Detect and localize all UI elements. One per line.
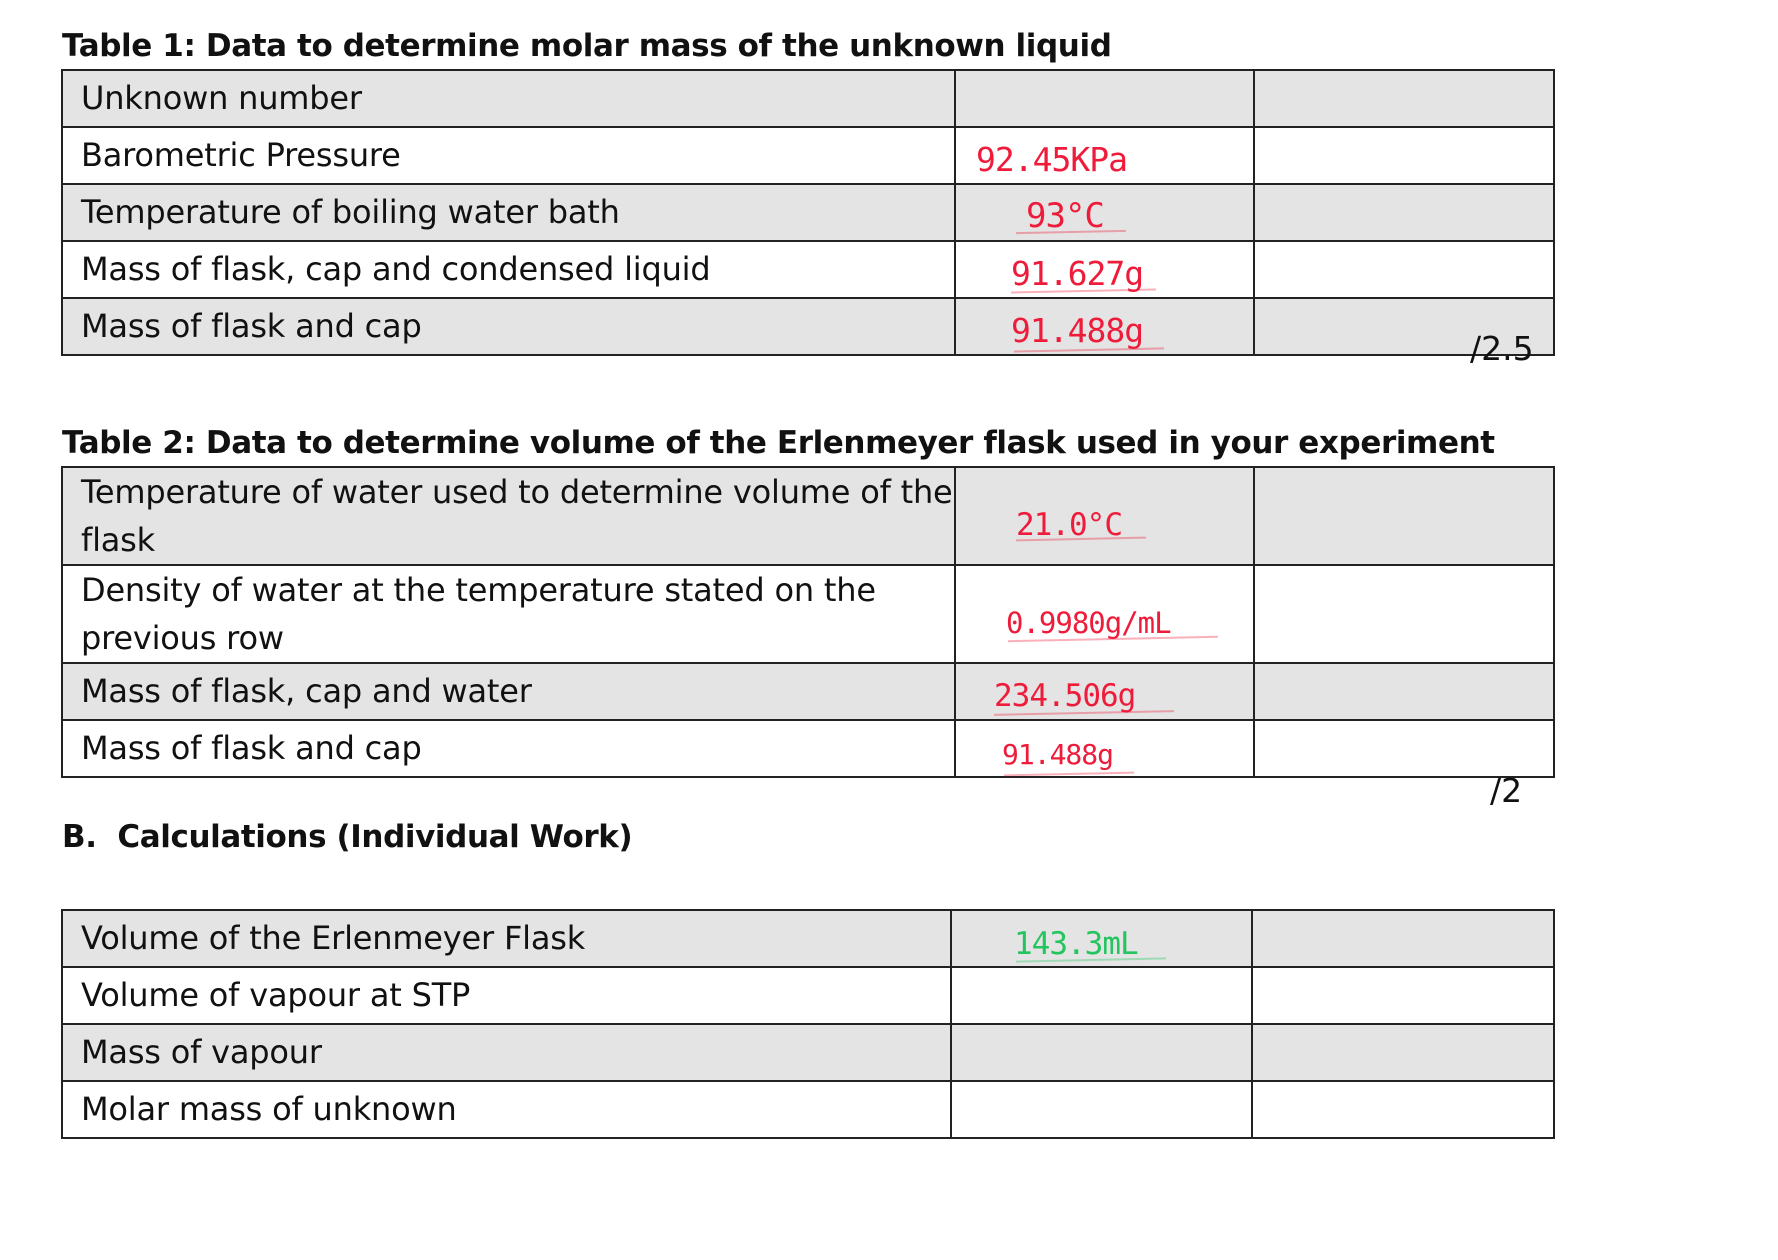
row-label: Mass of vapour bbox=[61, 1023, 952, 1082]
table2-score: /2 bbox=[1490, 771, 1523, 810]
empty-cell[interactable] bbox=[1253, 719, 1555, 778]
empty-cell[interactable] bbox=[1253, 69, 1555, 128]
table-row: Mass of flask and cap 91.488g bbox=[61, 297, 1555, 356]
table-row: Mass of flask and cap 91.488g bbox=[61, 719, 1555, 778]
handwritten-value: 91.488g bbox=[1002, 738, 1114, 771]
table-row: Mass of flask, cap and water 234.506g bbox=[61, 662, 1555, 721]
value-cell[interactable] bbox=[950, 1080, 1253, 1139]
table-row: Unknown number bbox=[61, 69, 1555, 128]
empty-cell[interactable] bbox=[1253, 662, 1555, 721]
table1-score: /2.5 bbox=[1470, 329, 1534, 368]
value-cell[interactable]: 234.506g bbox=[954, 662, 1255, 721]
handwritten-value: 0.9980g/mL bbox=[1006, 606, 1172, 640]
value-cell[interactable]: 21.0°C bbox=[954, 466, 1255, 566]
row-label: Mass of flask and cap bbox=[61, 297, 956, 356]
table-row: Temperature of boiling water bath 93°C bbox=[61, 183, 1555, 242]
row-label: Volume of the Erlenmeyer Flask bbox=[61, 909, 952, 968]
row-label: Mass of flask, cap and water bbox=[61, 662, 956, 721]
row-label: Molar mass of unknown bbox=[61, 1080, 952, 1139]
table-row: Volume of vapour at STP bbox=[61, 966, 1555, 1025]
value-cell[interactable]: 0.9980g/mL bbox=[954, 564, 1255, 664]
value-cell[interactable] bbox=[950, 966, 1253, 1025]
empty-cell[interactable] bbox=[1251, 909, 1555, 968]
table1-title: Table 1: Data to determine molar mass of… bbox=[62, 28, 1112, 64]
empty-cell[interactable] bbox=[1253, 297, 1555, 356]
table-row: Mass of vapour bbox=[61, 1023, 1555, 1082]
table-row: Density of water at the temperature stat… bbox=[61, 564, 1555, 664]
handwritten-value: 234.506g bbox=[994, 678, 1136, 714]
row-label: Barometric Pressure bbox=[61, 126, 956, 185]
handwritten-value: 91.627g bbox=[1011, 254, 1144, 293]
row-label: Density of water at the temperature stat… bbox=[61, 564, 956, 664]
value-cell[interactable]: 91.488g bbox=[954, 719, 1255, 778]
value-cell[interactable] bbox=[950, 1023, 1253, 1082]
table1: Unknown number Barometric Pressure 92.45… bbox=[61, 69, 1555, 356]
row-label: Mass of flask, cap and condensed liquid bbox=[61, 240, 956, 299]
table-row: Barometric Pressure 92.45KPa bbox=[61, 126, 1555, 185]
handwritten-value: 143.3mL bbox=[1014, 926, 1139, 962]
value-cell[interactable]: 91.488g bbox=[954, 297, 1255, 356]
row-label: Mass of flask and cap bbox=[61, 719, 956, 778]
row-label: Temperature of water used to determine v… bbox=[61, 466, 956, 566]
value-cell[interactable]: 143.3mL bbox=[950, 909, 1253, 968]
empty-cell[interactable] bbox=[1253, 183, 1555, 242]
row-label: Temperature of boiling water bath bbox=[61, 183, 956, 242]
empty-cell[interactable] bbox=[1253, 126, 1555, 185]
handwritten-value: 21.0°C bbox=[1016, 507, 1123, 543]
value-cell[interactable]: 92.45KPa bbox=[954, 126, 1255, 185]
handwritten-value: 93°C bbox=[1026, 196, 1105, 236]
empty-cell[interactable] bbox=[1253, 466, 1555, 566]
empty-cell[interactable] bbox=[1251, 1080, 1555, 1139]
empty-cell[interactable] bbox=[1253, 240, 1555, 299]
handwritten-value: 92.45KPa bbox=[976, 140, 1128, 179]
table-row: Molar mass of unknown bbox=[61, 1080, 1555, 1139]
row-label: Volume of vapour at STP bbox=[61, 966, 952, 1025]
value-cell[interactable] bbox=[954, 69, 1255, 128]
value-cell[interactable]: 91.627g bbox=[954, 240, 1255, 299]
section-b-heading: B. Calculations (Individual Work) bbox=[62, 819, 633, 855]
empty-cell[interactable] bbox=[1253, 564, 1555, 664]
empty-cell[interactable] bbox=[1251, 1023, 1555, 1082]
table-row: Temperature of water used to determine v… bbox=[61, 466, 1555, 566]
empty-cell[interactable] bbox=[1251, 966, 1555, 1025]
table2: Temperature of water used to determine v… bbox=[61, 466, 1555, 778]
table2-title: Table 2: Data to determine volume of the… bbox=[62, 425, 1495, 461]
handwritten-value: 91.488g bbox=[1011, 311, 1144, 350]
value-cell[interactable]: 93°C bbox=[954, 183, 1255, 242]
table3: Volume of the Erlenmeyer Flask 143.3mL V… bbox=[61, 909, 1555, 1139]
table-row: Volume of the Erlenmeyer Flask 143.3mL bbox=[61, 909, 1555, 968]
row-label: Unknown number bbox=[61, 69, 956, 128]
table-row: Mass of flask, cap and condensed liquid … bbox=[61, 240, 1555, 299]
